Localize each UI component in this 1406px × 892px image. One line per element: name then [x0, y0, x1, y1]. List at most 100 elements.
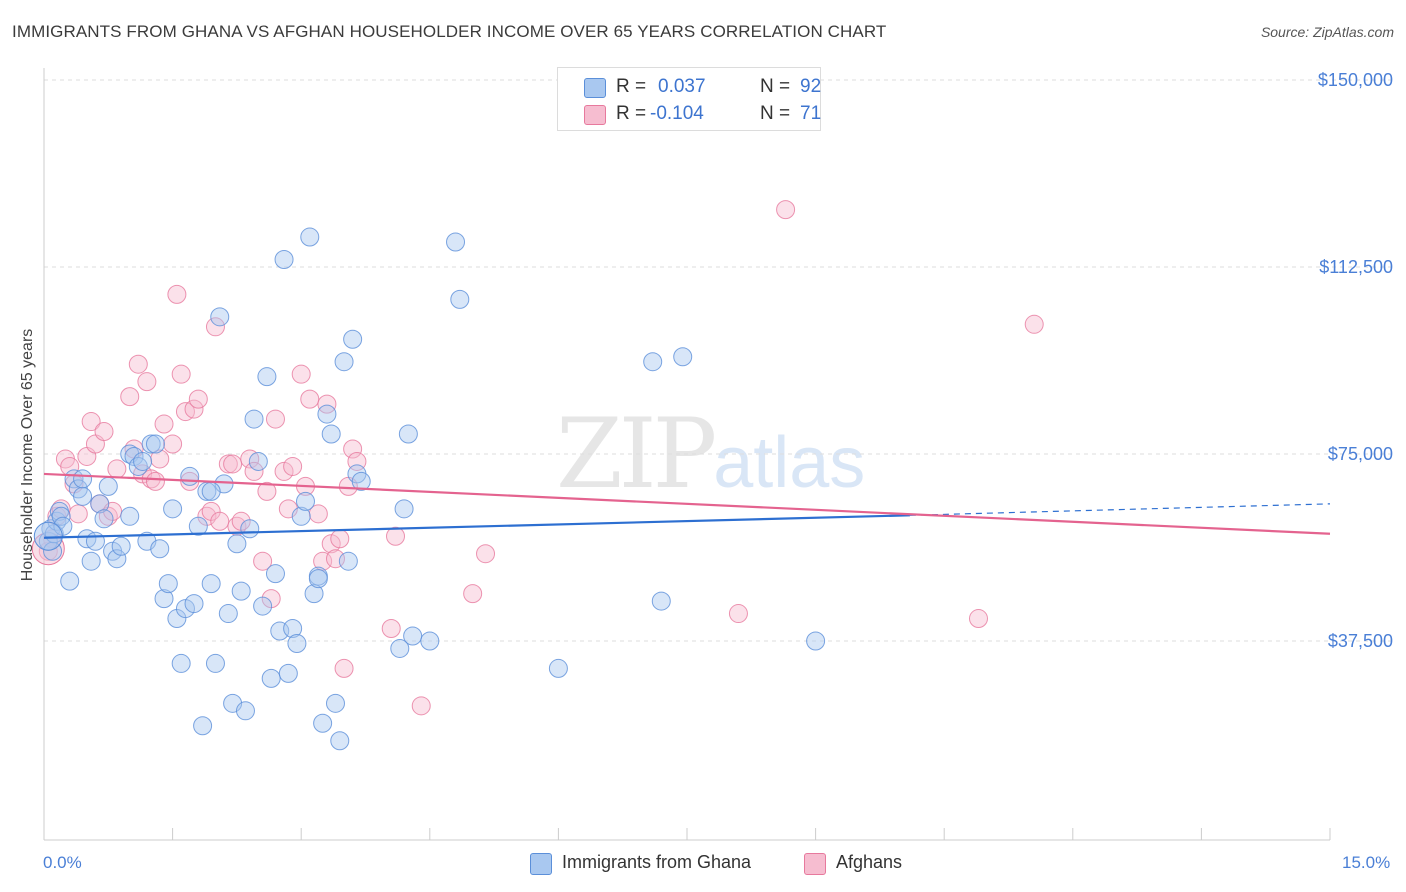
afghans-point — [1024, 314, 1044, 334]
afghans-point — [218, 454, 238, 474]
ghana-point — [317, 404, 337, 424]
ghana-point — [287, 633, 307, 653]
y-tick-label: $75,000 — [1328, 444, 1393, 464]
afghans-point — [68, 504, 88, 524]
ghana-point — [163, 499, 183, 519]
chart-title: IMMIGRANTS FROM GHANA VS AFGHAN HOUSEHOL… — [12, 22, 887, 41]
afghans-point — [317, 394, 337, 414]
y-tick-label: $112,500 — [1319, 257, 1393, 277]
ghana-point — [283, 619, 303, 639]
ghana-point — [394, 499, 414, 519]
ghana-point — [420, 631, 440, 651]
ghana-point — [248, 451, 268, 471]
ghana-point — [313, 713, 333, 733]
ghana-points — [33, 227, 826, 751]
ghana-point — [150, 539, 170, 559]
source-label: Source: ZipAtlas.com — [1260, 24, 1394, 40]
afghans-point — [330, 529, 350, 549]
afghans-point — [257, 481, 277, 501]
ghana-point — [651, 591, 671, 611]
ghana-point — [265, 564, 285, 584]
ghana-point — [90, 494, 110, 514]
ghana-point — [257, 367, 277, 387]
afghans-point — [145, 471, 165, 491]
afghans-point — [171, 364, 191, 384]
ghana-point — [278, 663, 298, 683]
grid-lines — [44, 79, 1395, 642]
afghans-point — [411, 696, 431, 716]
ghana-trend-line — [43, 514, 910, 539]
afghans-point — [210, 511, 230, 531]
ghana-point — [274, 249, 294, 269]
afghans-point — [120, 387, 140, 407]
afghans-point — [128, 354, 148, 374]
ghana-point — [218, 604, 238, 624]
legend-r-label: R = — [616, 103, 647, 124]
afghans-point — [386, 526, 406, 546]
ghana-point — [171, 653, 191, 673]
afghans-point — [334, 658, 354, 678]
afghans-point — [476, 544, 496, 564]
afghans-point — [81, 412, 101, 432]
ghana-point — [120, 506, 140, 526]
ghana-point — [446, 232, 466, 252]
ghana-point — [201, 574, 221, 594]
ghana-point — [450, 289, 470, 309]
afghans-point — [283, 456, 303, 476]
afghans-point — [776, 200, 796, 220]
y-tick-label: $37,500 — [1328, 631, 1393, 651]
afghans-point — [150, 449, 170, 469]
ghana-point — [308, 569, 328, 589]
afghans-point — [244, 461, 264, 481]
legend-n-value: 92 — [800, 76, 822, 97]
afghans-point — [728, 604, 748, 624]
ghana-point — [193, 716, 213, 736]
x-tick-min: 0.0% — [43, 853, 82, 872]
ghana-point — [806, 631, 826, 651]
afghans-point — [188, 389, 208, 409]
afghans-point — [223, 454, 243, 474]
ghana-point — [180, 466, 200, 486]
ghana-point — [231, 581, 251, 601]
afghans-point — [107, 459, 127, 479]
afghans-trend-line — [43, 472, 1331, 535]
ghana-point — [188, 516, 208, 536]
trend-lines — [43, 472, 1331, 539]
ghana-point — [261, 668, 281, 688]
ghana-point — [390, 638, 410, 658]
ghana-point — [133, 451, 153, 471]
afghans-point — [463, 584, 483, 604]
ghana-point — [291, 506, 311, 526]
x-tick-max: 15.0% — [1342, 853, 1391, 872]
ghana-point — [398, 424, 418, 444]
ghana-point — [351, 471, 371, 491]
ghana-point — [403, 626, 423, 646]
ghana-point — [643, 352, 663, 372]
afghans-point — [137, 372, 157, 392]
ghana-point — [244, 409, 264, 429]
ghana-point — [94, 509, 114, 529]
afghans-point — [300, 389, 320, 409]
afghans-point — [308, 504, 328, 524]
ghana-point — [73, 486, 93, 506]
series-label-afghans: Afghans — [836, 852, 903, 872]
afghans-point — [154, 414, 174, 434]
ghana-point — [295, 491, 315, 511]
y-axis-label: Householder Income Over 65 years — [19, 328, 36, 582]
series-label-ghana: Immigrants from Ghana — [562, 852, 752, 872]
ghana-point — [51, 506, 71, 526]
ghana-point — [98, 476, 118, 496]
afghans-point — [163, 434, 183, 454]
ghana-point — [330, 731, 350, 751]
afghans-point — [343, 439, 363, 459]
ghana-point — [107, 549, 127, 569]
afghans-point — [265, 409, 285, 429]
ghana-point — [548, 658, 568, 678]
afghans-point — [205, 317, 225, 337]
axes — [43, 68, 1331, 841]
ghana-point — [338, 551, 358, 571]
legend-swatch-afghans — [584, 105, 606, 125]
ghana-point — [205, 653, 225, 673]
legend-n-value: 71 — [800, 103, 822, 124]
ghana-point — [60, 571, 80, 591]
